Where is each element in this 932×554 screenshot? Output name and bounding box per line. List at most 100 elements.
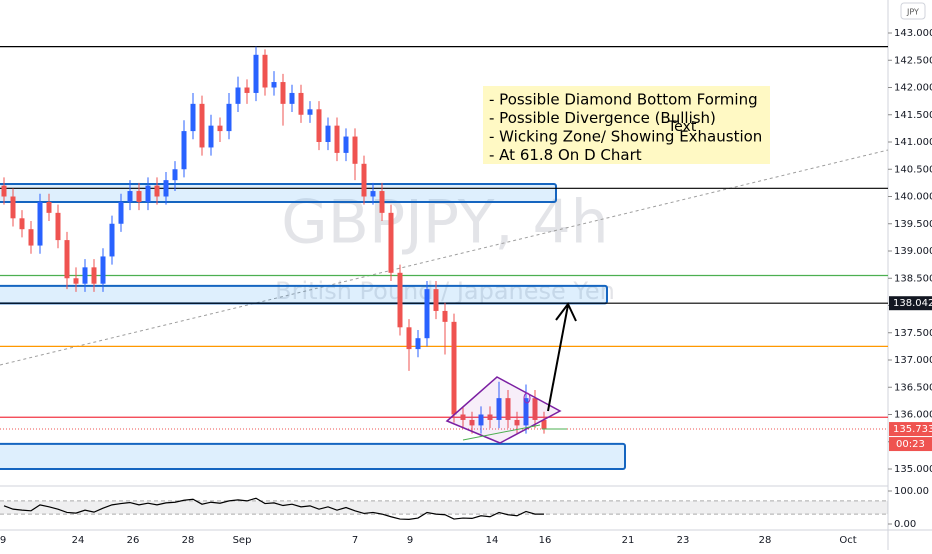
candle-body [118, 201, 124, 224]
price-label: 141.500 [894, 110, 932, 121]
countdown: 00:23 [896, 439, 925, 450]
zone-box [0, 284, 608, 305]
annotation-line: - At 61.8 On D Chart [489, 146, 642, 164]
candle-body [352, 136, 358, 164]
rsi-label: 0.00 [894, 519, 916, 530]
candle-body [136, 191, 142, 202]
symbol-watermark: GBPJPY, 4h [281, 188, 608, 258]
candle-body [289, 92, 295, 104]
candle-body [19, 218, 25, 230]
time-label: 23 [677, 535, 690, 546]
time-label: 28 [759, 535, 772, 546]
candle-body [244, 87, 250, 93]
rsi-band [0, 500, 888, 515]
text-overlay: Text [667, 119, 697, 135]
candle-body [361, 163, 367, 197]
candle-body [208, 125, 214, 148]
name-watermark: British Pound / Japanese Yen [275, 277, 615, 305]
countdown-bg [889, 437, 932, 452]
candle-body [1, 185, 7, 197]
candle-body [199, 103, 205, 148]
last-price-label-bg [889, 422, 932, 437]
candle-body [460, 414, 466, 420]
candle-body [505, 398, 511, 420]
price-label: 142.000 [894, 83, 932, 94]
price-label: 137.500 [894, 328, 932, 339]
time-label: 28 [182, 535, 195, 546]
candle-body [235, 87, 241, 104]
candle-body [532, 398, 538, 420]
candle-body [10, 196, 16, 219]
rsi-line [3, 497, 544, 520]
time-label: 21 [622, 535, 635, 546]
candle-body [442, 310, 448, 322]
candle-body [451, 321, 457, 415]
trend-line [0, 149, 889, 366]
price-label: 140.500 [894, 164, 932, 175]
candle-body [514, 419, 520, 426]
candle-body [64, 240, 70, 279]
marked-price-label: 138.042 [893, 298, 932, 309]
candle-body [280, 82, 286, 104]
diamond-pattern [445, 376, 562, 444]
candle-body [370, 191, 376, 197]
time-label: 24 [72, 535, 85, 546]
candle-body [496, 398, 502, 420]
annotation-line: - Possible Diamond Bottom Forming [489, 91, 758, 109]
zone-box [0, 182, 557, 203]
time-label: 26 [127, 535, 140, 546]
candle-body [262, 54, 268, 88]
candle-body [55, 212, 61, 241]
price-label: 136.500 [894, 382, 932, 393]
currency-badge[interactable] [900, 2, 926, 20]
candle-body [487, 414, 493, 420]
price-label: 139.500 [894, 219, 932, 230]
candle-body [163, 180, 169, 197]
marked-price-label-bg [889, 296, 932, 311]
candle-body [424, 289, 430, 339]
marker-circle [523, 392, 531, 404]
price-label: 135.000 [894, 464, 932, 475]
annotation-line: - Possible Divergence (Bullish) [489, 109, 716, 127]
candle-body [82, 267, 88, 284]
rsi-label: 100.00 [894, 486, 929, 497]
time-label: 14 [486, 535, 499, 546]
zone-box [0, 442, 626, 470]
candle-body [73, 278, 79, 284]
time-label: Oct [839, 535, 856, 546]
time-label: 16 [539, 535, 552, 546]
divergence-line [462, 424, 541, 441]
price-label: 142.500 [894, 55, 932, 66]
candle-body [109, 223, 115, 257]
candle-body [523, 398, 529, 426]
candle-body [127, 191, 133, 202]
candle-body [28, 229, 34, 246]
candle-body [100, 256, 106, 284]
price-label: 139.000 [894, 246, 932, 257]
price-label: 140.000 [894, 192, 932, 203]
candle-body [316, 109, 322, 142]
candle-body [406, 327, 412, 350]
annotation-box [483, 86, 770, 164]
candle-body [325, 125, 331, 142]
price-label: 136.000 [894, 410, 932, 421]
currency-label: JPY [906, 8, 919, 17]
candle-body [91, 267, 97, 284]
candle-body [181, 131, 187, 170]
candle-body [415, 338, 421, 350]
candle-body [190, 103, 196, 132]
candle-body [172, 169, 178, 181]
candle-body [379, 191, 385, 213]
candle-body [433, 289, 439, 311]
time-label: Sep [233, 535, 252, 546]
candle-body [154, 185, 160, 197]
time-label: 9 [407, 535, 413, 546]
price-label: 141.000 [894, 137, 932, 148]
price-label: 138.500 [894, 273, 932, 284]
time-label: 9 [0, 535, 6, 546]
candle-body [469, 419, 475, 426]
candle-body [271, 82, 277, 88]
candle-body [298, 92, 304, 115]
last-price-label: 135.733 [893, 424, 932, 435]
